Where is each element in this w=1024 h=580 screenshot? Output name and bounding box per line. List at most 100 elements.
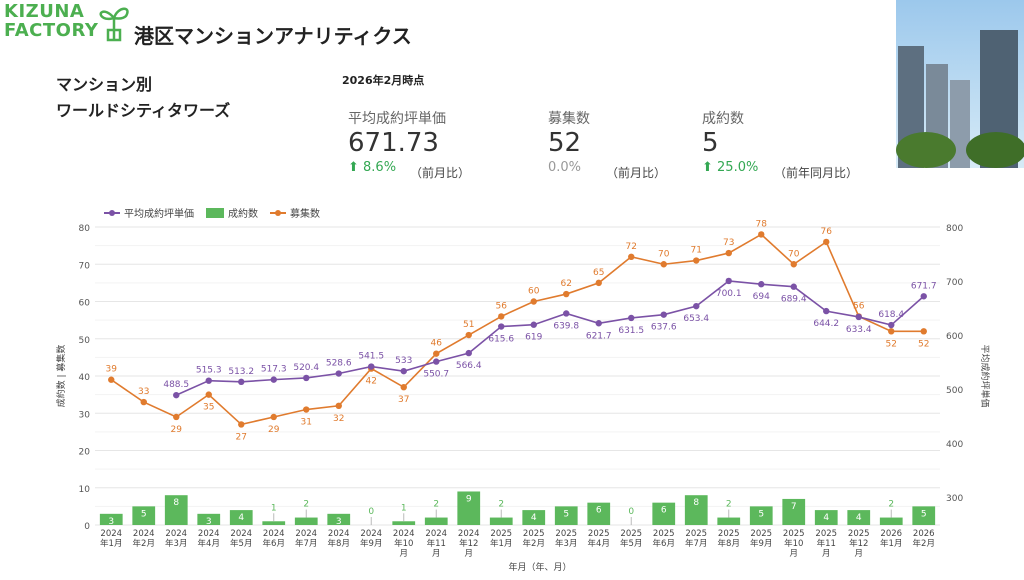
- price-label: 689.4: [781, 295, 807, 305]
- bar-label: 0: [368, 507, 374, 517]
- price-label: 671.7: [911, 281, 937, 291]
- price-label: 694: [753, 292, 770, 302]
- x-tick-label: 2024: [425, 529, 447, 539]
- listings-label: 29: [268, 425, 280, 435]
- x-tick-label: 2025: [848, 529, 870, 539]
- x-tick-label: 2024: [263, 529, 285, 539]
- listings-label: 71: [691, 246, 702, 256]
- listings-label: 51: [463, 320, 474, 330]
- listings-point: [465, 331, 472, 339]
- listings-point: [400, 383, 407, 391]
- legend-price-label: 平均成約坪単価: [124, 207, 194, 220]
- listings-label: 56: [853, 301, 865, 311]
- y2-tick-label: 400: [946, 440, 963, 450]
- x-tick-label: 月: [822, 549, 831, 559]
- price-label: 618.4: [878, 310, 904, 320]
- x-tick-label: 2026: [913, 529, 935, 539]
- x-tick-label: 年1月: [490, 538, 512, 549]
- listings-point: [725, 249, 732, 257]
- price-point: [693, 302, 700, 310]
- listings-label: 35: [203, 403, 214, 413]
- y-tick-label: 30: [79, 410, 91, 420]
- listings-point: [920, 328, 927, 335]
- kpi-change-value: 25.0%: [717, 160, 759, 175]
- price-label: 631.5: [618, 326, 644, 336]
- listings-label: 42: [366, 377, 377, 387]
- price-label: 520.4: [293, 363, 319, 373]
- x-tick-label: 年10: [784, 538, 803, 549]
- x-tick-label: 年2月: [133, 538, 155, 549]
- kpi-change: 0.0%: [548, 160, 582, 175]
- bar-deals: [327, 513, 351, 525]
- listings-label: 73: [723, 238, 734, 248]
- price-label: 644.2: [813, 319, 839, 329]
- x-axis-title: 年月（年、月）: [508, 561, 571, 573]
- listings-point: [238, 421, 245, 428]
- listings-point: [823, 238, 830, 246]
- x-tick-label: 2024: [165, 529, 187, 539]
- bar-deals: [424, 517, 448, 525]
- x-tick-label: 2024: [360, 529, 382, 539]
- x-tick-label: 年4月: [198, 538, 220, 549]
- listings-label: 37: [398, 395, 409, 405]
- listings-label: 56: [496, 301, 508, 311]
- listings-point: [303, 406, 310, 413]
- x-tick-label: 年12: [459, 538, 478, 549]
- arrow-up-icon: ⬆: [702, 160, 718, 175]
- page-title: 港区マンションアナリティクス: [134, 24, 412, 48]
- kpi-label: 成約数: [702, 111, 744, 127]
- price-point: [660, 311, 667, 318]
- listings-label: 27: [236, 432, 247, 442]
- listings-point: [108, 376, 115, 383]
- bar-deals: [814, 510, 838, 525]
- y-tick-label: 0: [84, 522, 90, 532]
- bar-deals: [879, 517, 903, 525]
- kpi-change: ⬆ 25.0%: [702, 160, 758, 175]
- bar-label: 2: [433, 500, 439, 510]
- x-tick-label: 年3月: [555, 538, 577, 549]
- bar-deals: [554, 506, 578, 525]
- listings-label: 33: [138, 387, 149, 397]
- y-tick-label: 70: [79, 261, 91, 271]
- bar-label: 6: [596, 506, 602, 516]
- x-tick-label: 月: [399, 549, 408, 559]
- bar-label: 2: [303, 500, 309, 510]
- x-tick-label: 2024: [393, 529, 415, 539]
- x-tick-label: 2024: [133, 529, 155, 539]
- price-point: [400, 367, 407, 375]
- listings-label: 76: [821, 227, 833, 237]
- legend-deals-swatch: [206, 208, 224, 218]
- y-tick-label: 40: [79, 373, 91, 383]
- bar-label: 4: [823, 513, 829, 523]
- x-tick-label: 月: [789, 549, 798, 559]
- x-tick-label: 2024: [198, 529, 220, 539]
- bar-label: 3: [206, 517, 212, 527]
- x-tick-label: 年6月: [653, 538, 675, 549]
- x-tick-label: 年1月: [100, 538, 122, 549]
- as-of-date: 2026年2月時点: [342, 74, 425, 87]
- listings-point: [433, 350, 440, 357]
- x-tick-label: 2025: [718, 529, 740, 539]
- bar-deals: [197, 513, 221, 525]
- x-tick-label: 2025: [815, 529, 837, 539]
- listings-point: [335, 402, 342, 409]
- price-label: 541.5: [358, 352, 384, 362]
- kpi-deals: 成約数 5 ⬆ 25.0% （前年同月比）: [702, 108, 858, 180]
- y2-tick-label: 600: [946, 332, 963, 342]
- x-tick-label: 年8月: [718, 538, 740, 549]
- price-label: 528.6: [326, 359, 352, 369]
- listings-label: 60: [528, 287, 540, 297]
- price-label: 619: [525, 333, 542, 343]
- x-tick-label: 年9月: [750, 538, 772, 549]
- x-tick-label: 月: [854, 549, 863, 559]
- listings-label: 31: [301, 418, 312, 428]
- y2-axis-title: 平均成約坪単価: [979, 344, 991, 407]
- bar-label: 9: [466, 494, 472, 504]
- price-point: [498, 323, 505, 330]
- subtitle-line2: ワールドシティタワーズ: [56, 101, 231, 120]
- x-tick-label: 年10: [394, 538, 413, 549]
- bar-deals: [587, 502, 611, 525]
- bar-label: 7: [791, 502, 797, 512]
- kpi-value: 671.73: [348, 128, 439, 158]
- kpi-value: 5: [702, 128, 719, 158]
